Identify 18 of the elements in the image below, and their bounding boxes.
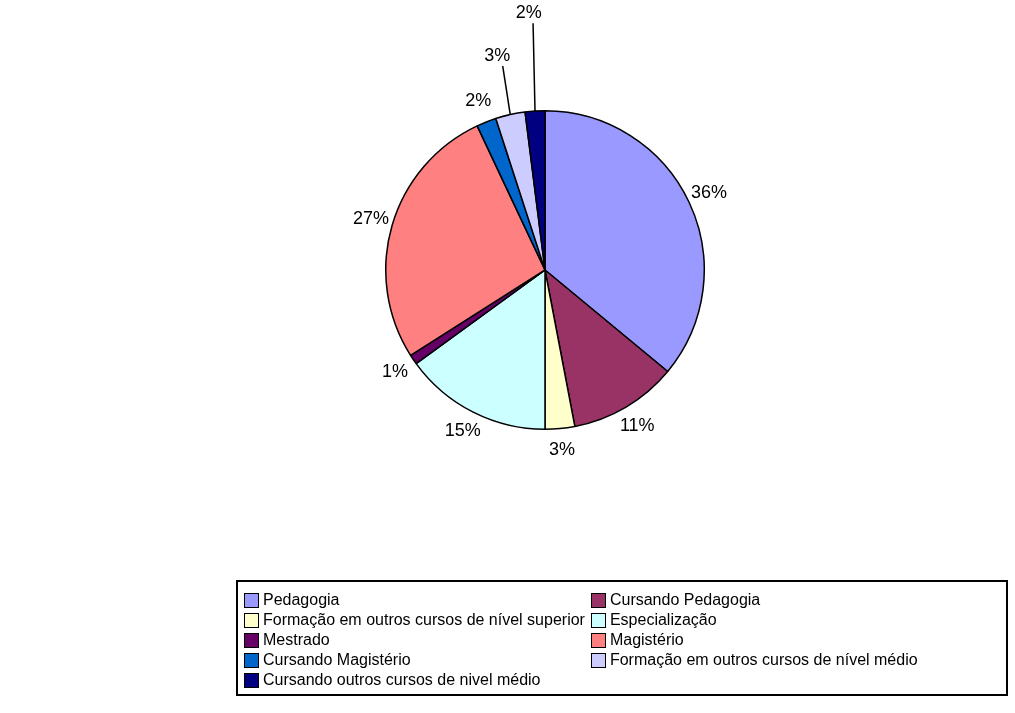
legend-label: Cursando Magistério bbox=[263, 650, 411, 670]
legend-label: Pedagogia bbox=[263, 590, 340, 610]
data-label: 11% bbox=[619, 414, 655, 435]
data-label: 2% bbox=[515, 2, 542, 23]
data-label: 15% bbox=[444, 420, 481, 441]
data-label: 36% bbox=[690, 181, 728, 202]
legend-label: Cursando Pedagogia bbox=[609, 590, 761, 610]
data-label: 3% bbox=[484, 45, 511, 65]
data-label: 1% bbox=[382, 360, 409, 381]
legend-label: Especialização bbox=[609, 610, 717, 630]
data-label: 2% bbox=[465, 90, 492, 111]
legend-label: Formação em outros cursos de nível médio bbox=[609, 650, 918, 670]
legend-label: Formação em outros cursos de nível superior bbox=[263, 610, 585, 630]
data-label: 27% bbox=[352, 208, 389, 229]
data-label: 3% bbox=[549, 439, 576, 460]
legend-label: Mestrado bbox=[263, 630, 330, 650]
legend-label: Cursando outros cursos de nivel médio bbox=[263, 670, 541, 690]
legend-label: Magistério bbox=[609, 630, 684, 650]
